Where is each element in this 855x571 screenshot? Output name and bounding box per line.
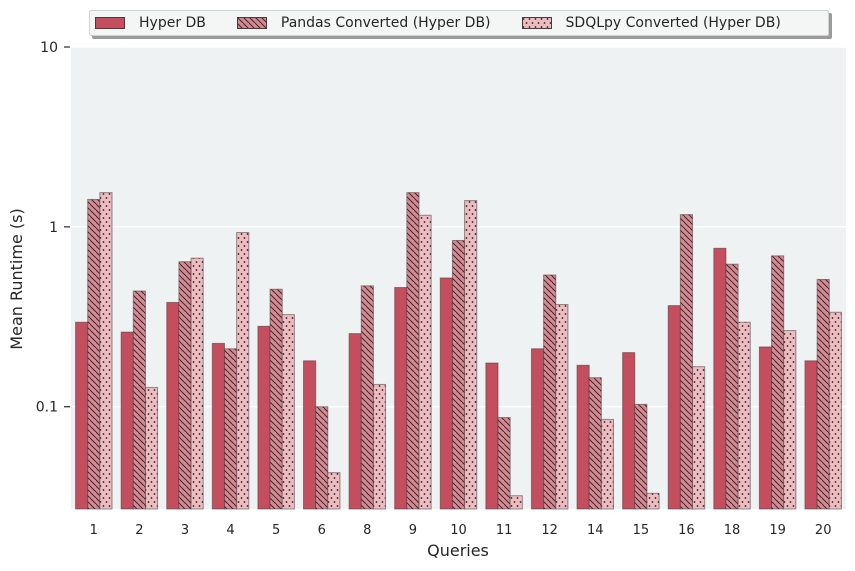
bar-q15-series-1: [634, 403, 648, 510]
legend-swatch: [236, 17, 267, 29]
bar-q14-series-0: [576, 364, 590, 510]
y-tick-label: 10: [40, 40, 58, 56]
bar-q8-series-0: [348, 333, 362, 510]
x-tick-label: 9: [409, 523, 417, 538]
bar-q12-series-2: [555, 304, 569, 510]
bar-q9-series-2: [418, 214, 432, 510]
x-tick-label: 5: [272, 523, 280, 538]
bar-q19-series-1: [771, 255, 785, 510]
bar-q8-series-2: [372, 383, 387, 510]
x-tick-label: 8: [363, 523, 371, 538]
bar-q11-series-1: [497, 417, 511, 510]
x-tick-label: 4: [226, 523, 234, 538]
bar-q6-series-0: [303, 360, 317, 510]
legend: Hyper DB Pandas Converted (Hyper DB) SDQ…: [89, 10, 829, 36]
x-tick-label: 3: [181, 523, 189, 538]
x-tick-label: 6: [318, 523, 326, 538]
bar-q5-series-1: [269, 288, 283, 510]
bar-q16-series-0: [667, 305, 681, 510]
bar-q10-series-0: [439, 277, 453, 510]
bar-q3-series-1: [178, 261, 192, 510]
bar-q8-series-1: [360, 285, 374, 510]
legend-label: SDQLpy Converted (Hyper DB): [565, 15, 781, 31]
bar-q2-series-2: [144, 386, 159, 510]
legend-label: Pandas Converted (Hyper DB): [280, 15, 491, 31]
bar-q11-series-0: [485, 362, 499, 510]
x-tick-label: 15: [633, 523, 650, 538]
bar-q20-series-0: [804, 360, 818, 510]
x-tick-label: 16: [678, 523, 695, 538]
bar-q9-series-1: [406, 192, 420, 510]
bar-q1-series-1: [87, 198, 101, 510]
y-tick-label: 0.1: [36, 400, 58, 416]
x-axis: 1 2 3 4 5 6 8 9 10 11 12 14 15 16 18 19 20: [90, 523, 832, 538]
bar-q15-series-2: [646, 492, 660, 510]
bar-q10-series-2: [464, 200, 478, 510]
bar-q2-series-1: [132, 290, 146, 510]
bar-q4-series-1: [223, 348, 238, 510]
bar-q4-series-0: [211, 342, 225, 510]
bar-q20-series-1: [816, 278, 830, 510]
x-tick-label: 20: [815, 523, 832, 538]
x-tick-label: 18: [724, 523, 741, 538]
bar-q5-series-0: [257, 325, 271, 510]
bar-q2-series-0: [120, 331, 134, 510]
bars: [75, 192, 842, 510]
legend-swatch: [521, 17, 552, 29]
bar-q19-series-0: [758, 346, 773, 510]
bar-q14-series-1: [588, 377, 602, 510]
x-tick-label: 11: [496, 523, 513, 538]
bar-q19-series-2: [783, 330, 797, 510]
x-tick-label: 1: [90, 523, 98, 538]
bar-q6-series-1: [315, 406, 329, 510]
bar-q20-series-2: [828, 311, 842, 510]
bar-q16-series-2: [692, 366, 706, 510]
bar-q15-series-0: [622, 352, 636, 510]
bar-q12-series-1: [543, 274, 557, 510]
bar-q5-series-2: [281, 314, 295, 510]
y-axis-label: Mean Runtime (s): [7, 208, 26, 349]
x-tick-label: 19: [769, 523, 786, 538]
x-tick-label: 12: [541, 523, 558, 538]
bar-q18-series-0: [713, 247, 727, 510]
bar-q3-series-0: [166, 301, 180, 510]
bar-q12-series-0: [530, 348, 545, 510]
bar-q10-series-1: [451, 239, 466, 510]
bar-q9-series-0: [394, 287, 408, 510]
bar-q6-series-2: [327, 472, 341, 510]
x-tick-label: 14: [587, 523, 604, 538]
bar-q16-series-1: [679, 214, 694, 510]
bar-q4-series-2: [236, 232, 250, 510]
x-axis-label: Queries: [427, 541, 489, 560]
legend-item-sdqlpy-converted: SDQLpy Converted (Hyper DB): [521, 15, 781, 31]
bar-q18-series-2: [737, 321, 751, 510]
legend-swatch: [95, 17, 125, 29]
y-axis: 0.1 1 10: [36, 40, 70, 416]
legend-label: Hyper DB: [139, 15, 206, 31]
bar-q1-series-2: [99, 192, 113, 510]
bar-q1-series-0: [75, 321, 89, 510]
x-tick-label: 10: [450, 523, 467, 538]
bar-q3-series-2: [190, 257, 204, 510]
bar-q11-series-2: [509, 495, 523, 510]
legend-item-hyper-db: Hyper DB: [95, 15, 206, 31]
x-tick-label: 2: [135, 523, 143, 538]
bar-q18-series-1: [725, 263, 739, 510]
y-tick-label: 1: [49, 220, 58, 236]
legend-item-pandas-converted: Pandas Converted (Hyper DB): [236, 15, 491, 31]
bar-q14-series-2: [600, 418, 615, 510]
